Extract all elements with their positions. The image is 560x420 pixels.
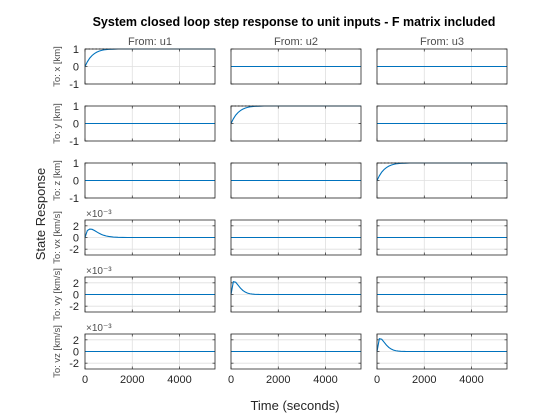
panel-r3-c2: [230, 162, 362, 199]
y-tick-label: -2: [69, 358, 79, 370]
row-label-5: To: vy [km/s]: [52, 268, 63, 321]
panel-r5-c1: 20-2: [69, 276, 216, 313]
panel-frame: [376, 333, 508, 370]
panel-frame: [230, 48, 362, 85]
x-tick-label: 4000: [459, 374, 483, 386]
panel-frame: [84, 162, 216, 199]
panel-r1-c1: 1 0 -1: [69, 44, 216, 91]
panel-frame: [84, 276, 216, 313]
y-tick-label: 0: [73, 233, 79, 245]
panel-frame: [84, 333, 216, 370]
column-title-3: From: u3: [420, 36, 464, 48]
row-label-3: To: z [km]: [52, 160, 63, 201]
y-tick-label: 2: [73, 278, 79, 290]
y-axis-label: State Response: [33, 168, 48, 261]
y-tick-label: 1: [73, 101, 79, 113]
panel-r3-c1: 1 0 -1: [69, 158, 216, 205]
panel-frame: [376, 162, 508, 199]
x-tick-label: 2000: [266, 374, 290, 386]
panel-r2-c3: [376, 105, 508, 142]
y-tick-label: 0: [73, 290, 79, 302]
panel-r6-c2: 0 2000 4000: [228, 333, 362, 386]
y-tick-label: 0: [73, 347, 79, 359]
response-line: [376, 337, 507, 353]
y-tick-label: -1: [69, 136, 79, 148]
y-tick-label: 1: [73, 44, 79, 56]
panel-r1-c3: [376, 48, 508, 85]
row-label-1: To: x [km]: [52, 46, 63, 87]
panel-r1-c2: [230, 48, 362, 85]
panel-frame: [230, 162, 362, 199]
panel-frame: [84, 219, 216, 256]
row-label-4: To: vx [km/s]: [52, 211, 63, 264]
response-line: [84, 228, 215, 239]
y-tick-label: -2: [69, 244, 79, 256]
column-title-2: From: u2: [274, 36, 318, 48]
panel-r2-c1: 1 0 -1: [69, 101, 216, 148]
y-tick-label: 0: [73, 62, 79, 74]
panel-r3-c3: [376, 162, 508, 199]
chart-title: System closed loop step response to unit…: [93, 15, 496, 29]
panel-frame: [230, 276, 362, 313]
panel-r2-c2: [230, 105, 362, 142]
x-tick-label: 2000: [412, 374, 436, 386]
x-tick-label: 4000: [313, 374, 337, 386]
response-line: [230, 280, 361, 296]
y-tick-label: 2: [73, 221, 79, 233]
panel-frame: [84, 105, 216, 142]
panel-r4-c1: 20-2: [69, 219, 216, 256]
y-tick-label: 0: [73, 119, 79, 131]
column-title-1: From: u1: [128, 36, 172, 48]
panel-r6-c1: 20-20 2000 4000: [69, 333, 216, 386]
y-exponent-5: ×10⁻³: [86, 266, 112, 277]
y-tick-label: -2: [69, 301, 79, 313]
panel-frame: [376, 219, 508, 256]
y-tick-label: 0: [73, 176, 79, 188]
panel-r5-c2: [230, 276, 362, 313]
row-label-2: To: y [km]: [52, 103, 63, 144]
panel-frame: [376, 276, 508, 313]
panel-frame: [230, 333, 362, 370]
y-exponent-6: ×10⁻³: [86, 323, 112, 334]
row-label-6: To: vz [km/s]: [52, 325, 63, 378]
y-exponent-4: ×10⁻³: [86, 209, 112, 220]
panel-frame: [230, 219, 362, 256]
y-tick-label: -1: [69, 79, 79, 91]
panel-frame: [84, 48, 216, 85]
x-tick-label: 0: [82, 374, 88, 386]
panel-r4-c3: [376, 219, 508, 256]
panel-r5-c3: [376, 276, 508, 313]
x-tick-label: 0: [374, 374, 380, 386]
panel-r4-c2: [230, 219, 362, 256]
panel-frame: [230, 105, 362, 142]
panel-frame: [376, 105, 508, 142]
y-tick-label: 2: [73, 335, 79, 347]
x-axis-label: Time (seconds): [250, 398, 339, 413]
y-tick-label: 1: [73, 158, 79, 170]
panel-frame: [376, 48, 508, 85]
x-tick-label: 2000: [120, 374, 144, 386]
x-tick-label: 0: [228, 374, 234, 386]
x-tick-label: 4000: [167, 374, 191, 386]
y-tick-label: -1: [69, 193, 79, 205]
panel-r6-c3: 0 2000 4000: [374, 333, 508, 386]
